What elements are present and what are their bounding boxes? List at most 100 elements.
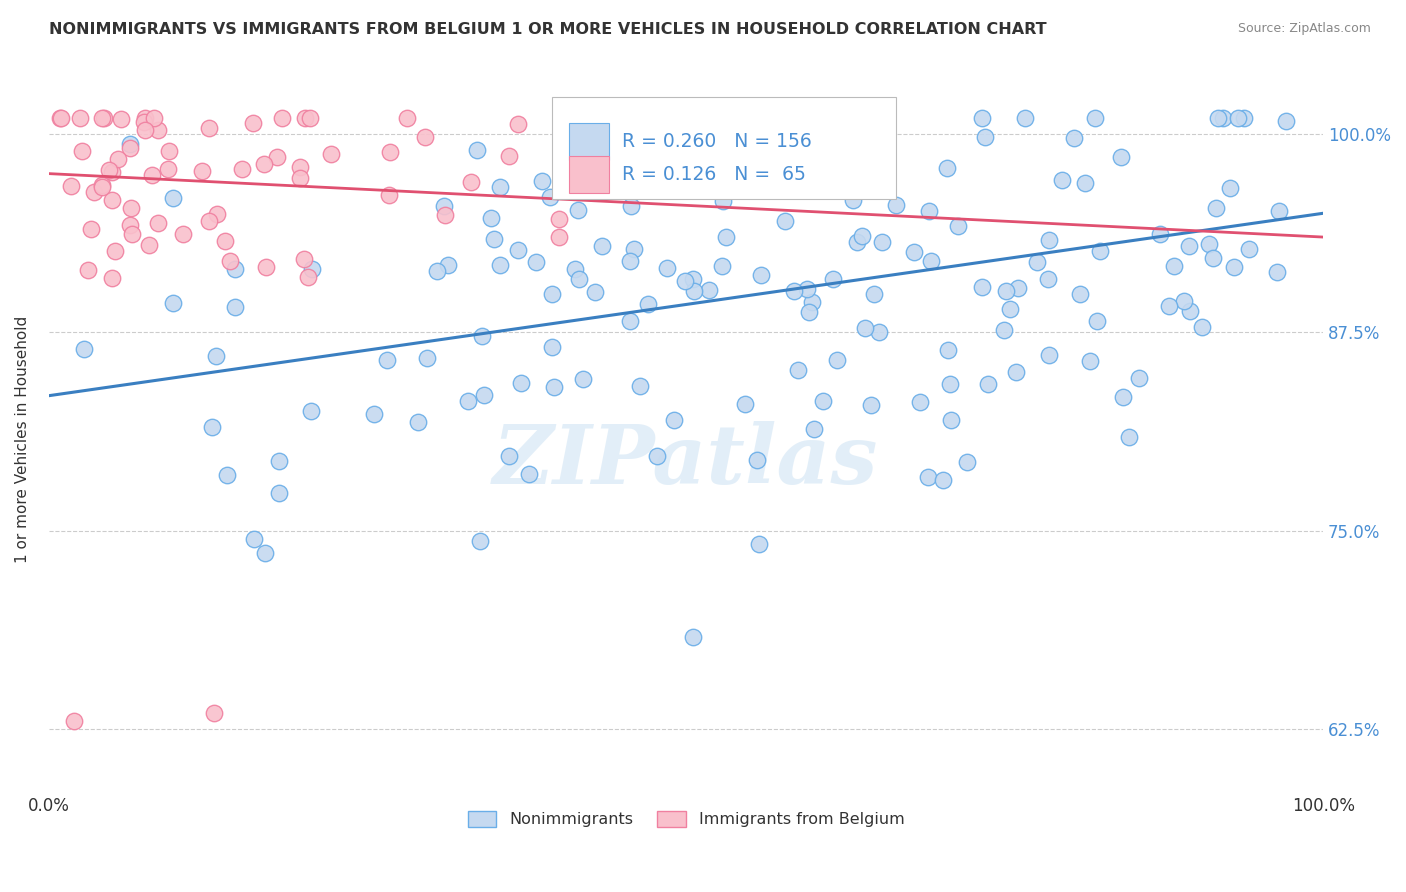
Point	[591, 239, 613, 253]
Point	[290, 171, 312, 186]
Point	[1014, 111, 1036, 125]
Point	[786, 363, 808, 377]
FancyBboxPatch shape	[553, 97, 896, 199]
Point	[433, 208, 456, 222]
Point	[993, 323, 1015, 337]
Point	[547, 229, 569, 244]
Point	[1237, 242, 1260, 256]
Point	[859, 398, 882, 412]
Point	[973, 129, 995, 144]
Point	[910, 394, 932, 409]
Point	[1219, 180, 1241, 194]
Point	[134, 111, 156, 125]
Point	[747, 453, 769, 467]
Point	[918, 204, 941, 219]
Point	[825, 352, 848, 367]
Point	[783, 285, 806, 299]
Point	[564, 261, 586, 276]
Point	[510, 376, 533, 391]
Point	[775, 214, 797, 228]
Point	[205, 207, 228, 221]
Point	[972, 111, 994, 125]
Point	[1038, 348, 1060, 362]
Text: Source: ZipAtlas.com: Source: ZipAtlas.com	[1237, 22, 1371, 36]
Point	[468, 533, 491, 548]
Point	[269, 454, 291, 468]
Point	[498, 449, 520, 463]
Point	[118, 136, 141, 151]
Point	[49, 111, 72, 125]
Point	[1085, 314, 1108, 328]
Point	[813, 394, 835, 409]
Point	[571, 372, 593, 386]
Point	[214, 235, 236, 249]
Point	[121, 227, 143, 241]
Point	[1036, 272, 1059, 286]
Point	[602, 163, 624, 178]
Point	[484, 232, 506, 246]
Point	[936, 161, 959, 175]
Point	[946, 219, 969, 233]
Point	[939, 376, 962, 391]
Point	[585, 131, 607, 145]
Point	[426, 264, 449, 278]
Point	[190, 164, 212, 178]
Point	[101, 271, 124, 285]
Point	[104, 244, 127, 258]
Point	[1149, 227, 1171, 241]
Point	[80, 221, 103, 235]
Point	[647, 449, 669, 463]
Point	[290, 160, 312, 174]
Point	[543, 380, 565, 394]
Point	[800, 295, 823, 310]
Point	[218, 253, 240, 268]
Point	[479, 211, 502, 225]
Point	[541, 286, 564, 301]
Point	[363, 407, 385, 421]
Point	[547, 212, 569, 227]
Point	[157, 161, 180, 176]
Point	[157, 144, 180, 158]
Point	[567, 202, 589, 217]
Point	[1038, 234, 1060, 248]
Point	[620, 199, 643, 213]
Point	[1202, 251, 1225, 265]
Point	[751, 268, 773, 282]
Point	[1109, 150, 1132, 164]
Point	[585, 285, 607, 300]
Point	[70, 145, 93, 159]
Point	[224, 300, 246, 314]
Point	[375, 352, 398, 367]
Text: R = 0.260   N = 156: R = 0.260 N = 156	[623, 132, 813, 151]
Point	[224, 262, 246, 277]
Point	[884, 197, 907, 211]
Point	[846, 235, 869, 250]
Point	[271, 111, 294, 125]
Point	[134, 123, 156, 137]
Point	[903, 244, 925, 259]
Point	[917, 470, 939, 484]
Point	[673, 274, 696, 288]
Point	[1080, 353, 1102, 368]
Point	[460, 175, 482, 189]
Point	[118, 218, 141, 232]
Point	[682, 271, 704, 285]
Point	[797, 305, 820, 319]
Point	[301, 403, 323, 417]
Point	[266, 150, 288, 164]
Point	[141, 168, 163, 182]
Point	[91, 180, 114, 194]
Point	[524, 255, 547, 269]
FancyBboxPatch shape	[568, 123, 609, 160]
Point	[1212, 111, 1234, 125]
Point	[1180, 304, 1202, 318]
Point	[1128, 370, 1150, 384]
Point	[467, 143, 489, 157]
Point	[1026, 255, 1049, 269]
Point	[110, 112, 132, 127]
Point	[1233, 111, 1256, 125]
Point	[970, 280, 993, 294]
Point	[215, 467, 238, 482]
Point	[1191, 319, 1213, 334]
Point	[91, 178, 114, 193]
